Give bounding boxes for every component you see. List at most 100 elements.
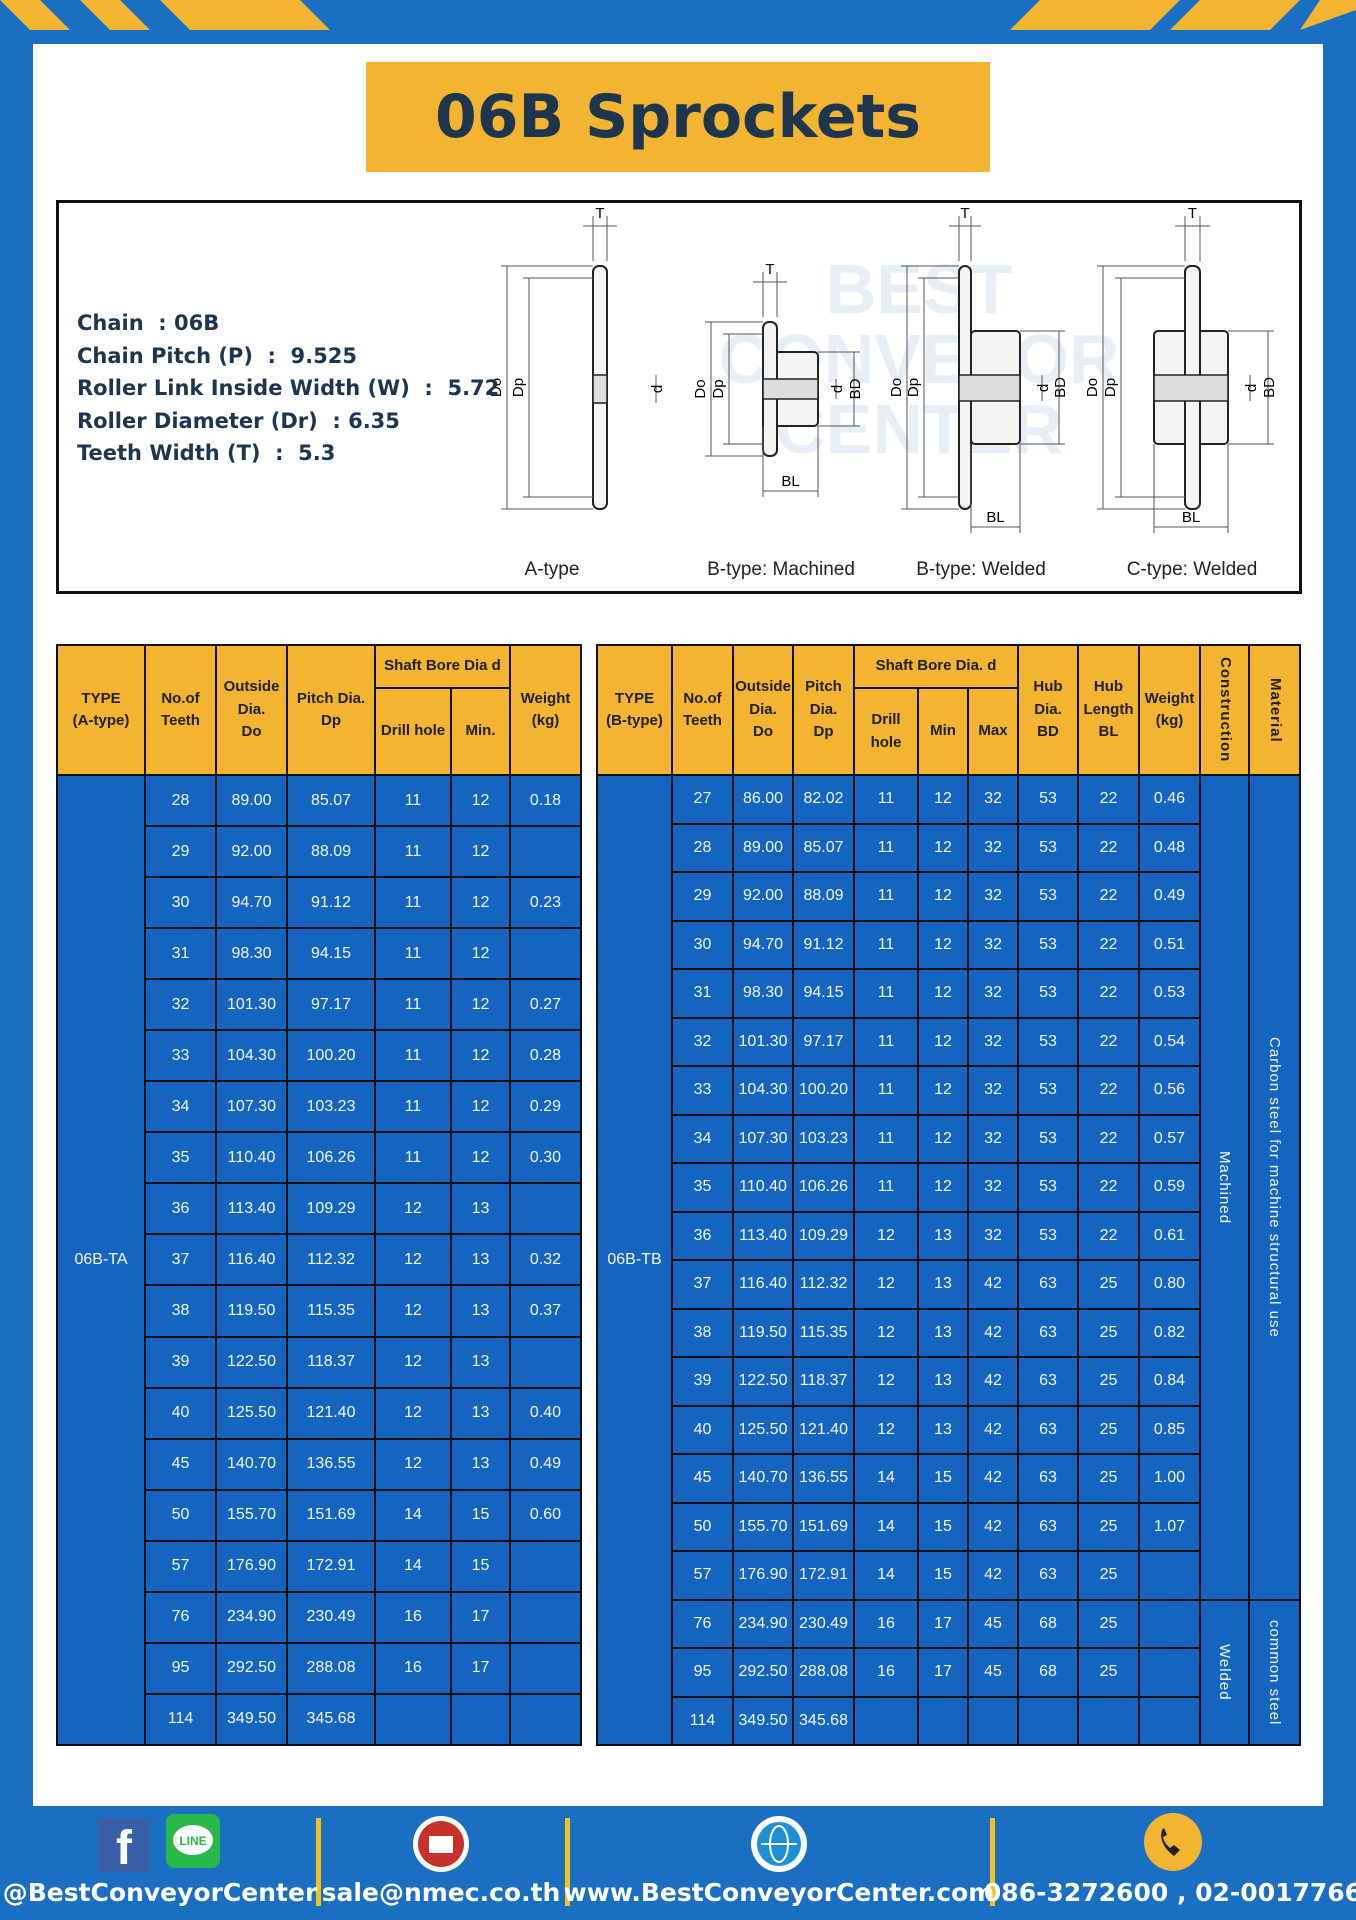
line-letters: LINE	[179, 1834, 206, 1848]
cell: 140.70	[732, 1453, 794, 1504]
cell: 103.23	[286, 1080, 376, 1134]
cell: 63	[1017, 1307, 1079, 1358]
cell	[1138, 1550, 1201, 1601]
material: Carbon steel for machine structural use	[1266, 1036, 1283, 1338]
cell: 85.07	[792, 822, 855, 873]
data-row: 33 104.30 100.20 11 12 0.28	[57, 1029, 582, 1083]
cell: 92.00	[215, 825, 288, 879]
cell: 95	[671, 1647, 734, 1698]
cell	[509, 1182, 582, 1236]
cell: 119.50	[732, 1307, 794, 1358]
cell: 16	[853, 1598, 919, 1649]
header-line: Hub	[1093, 678, 1124, 696]
material-cell: common steel	[1248, 1598, 1301, 1746]
header-line: Teeth	[161, 712, 200, 729]
cell: 118.37	[792, 1356, 855, 1407]
cell: 57	[144, 1539, 217, 1593]
cell: 16	[374, 1590, 452, 1644]
data-row: 45 140.70 136.55 14 15 42 63 25 1.00	[597, 1453, 1300, 1504]
cell: 92.00	[732, 871, 794, 922]
cell: 11	[374, 773, 452, 828]
cell	[509, 1335, 582, 1389]
data-row: 38 119.50 115.35 12 13 42 63 25 0.82	[597, 1307, 1300, 1358]
cell: 89.00	[732, 822, 794, 873]
type-cell: 06B-TA	[56, 774, 146, 1746]
cell: 119.50	[215, 1284, 288, 1338]
email: sale@nmec.co.th	[321, 1878, 561, 1907]
header-line: Dp	[813, 723, 834, 741]
bore	[592, 374, 608, 404]
table-a: TYPE (A-type) No.of Teeth Outside Dia. Do Pitch…	[56, 644, 582, 1746]
cell: 12	[917, 1065, 969, 1116]
header-line: Weight	[520, 689, 571, 707]
dim-label: Dp	[1102, 378, 1119, 397]
cell: 38	[144, 1284, 217, 1338]
column-header: Pitch Dia. Dp	[286, 644, 376, 776]
cell: 11	[374, 978, 452, 1032]
header-line: (kg)	[1155, 712, 1184, 729]
cell: 0.85	[1138, 1404, 1201, 1455]
cell: 35	[671, 1162, 734, 1213]
bore	[1153, 374, 1229, 402]
cell: 45	[967, 1598, 1019, 1649]
header-line: Dia.	[809, 700, 838, 718]
cell: 114	[671, 1695, 734, 1746]
cell: 68	[1017, 1647, 1079, 1698]
construction-cell: Welded	[1199, 1598, 1250, 1746]
cell: 109.29	[286, 1182, 376, 1236]
data-row: 30 94.70 91.12 11 12 0.23	[57, 876, 582, 930]
cell: 85.07	[286, 773, 376, 828]
cell: 230.49	[792, 1598, 855, 1649]
cell: 76	[144, 1590, 217, 1644]
data-row: 35 110.40 106.26 11 12 32 53 22 0.59	[597, 1162, 1300, 1213]
cell: 107.30	[215, 1080, 288, 1134]
data-row: 114 349.50 345.68	[57, 1692, 582, 1746]
cell: 89.00	[215, 773, 288, 828]
cell: 0.48	[1138, 822, 1201, 873]
header-line: TYPE	[614, 689, 655, 707]
cell: 22	[1077, 1016, 1140, 1067]
sub-header: Max	[967, 687, 1019, 776]
header-line: TYPE	[81, 689, 121, 707]
cell: 14	[374, 1488, 452, 1542]
header-line: Do	[241, 723, 262, 741]
header-row: Drill hole Min Max	[597, 687, 1300, 776]
envelope	[429, 1836, 453, 1853]
header-vertical: Construction	[1216, 657, 1234, 763]
cell	[1077, 1695, 1140, 1746]
cell: 0.37	[509, 1284, 582, 1338]
cell: 12	[853, 1404, 919, 1455]
facebook-letter: f	[116, 1822, 133, 1875]
cell: 30	[144, 876, 217, 930]
header-vertical: Material	[1266, 677, 1284, 743]
cell: 13	[450, 1437, 511, 1491]
cell: 113.40	[732, 1210, 794, 1261]
cell: 40	[144, 1386, 217, 1440]
data-row: 114 349.50 345.68	[597, 1695, 1300, 1746]
cell: 88.09	[792, 871, 855, 922]
cell: 25	[1077, 1307, 1140, 1358]
cell: 15	[917, 1550, 969, 1601]
data-row: 06B-TA 28 89.00 85.07 11 12 0.18	[56, 773, 582, 1746]
cell: 32	[967, 871, 1019, 922]
dim-label: Do	[488, 378, 505, 397]
column-header: Weight (kg)	[509, 644, 582, 776]
cell: 12	[374, 1386, 452, 1440]
header-line: Length	[1083, 700, 1134, 718]
cell: 11	[374, 825, 452, 879]
header-line: Pitch Dia.	[296, 689, 366, 707]
cell: 15	[917, 1453, 969, 1504]
cell	[967, 1695, 1019, 1746]
cell: 28	[144, 773, 217, 828]
column-header: Construction	[1199, 644, 1250, 776]
cell: 42	[967, 1501, 1019, 1552]
cell: 32	[967, 822, 1019, 873]
data-row: 50 155.70 151.69 14 15 0.60	[57, 1488, 582, 1542]
cell: 0.18	[509, 773, 582, 828]
cell: 12	[450, 876, 511, 930]
cell: 42	[967, 1453, 1019, 1504]
cell: 22	[1077, 1162, 1140, 1213]
dim-label: T	[1188, 205, 1197, 222]
cell	[509, 1692, 582, 1746]
